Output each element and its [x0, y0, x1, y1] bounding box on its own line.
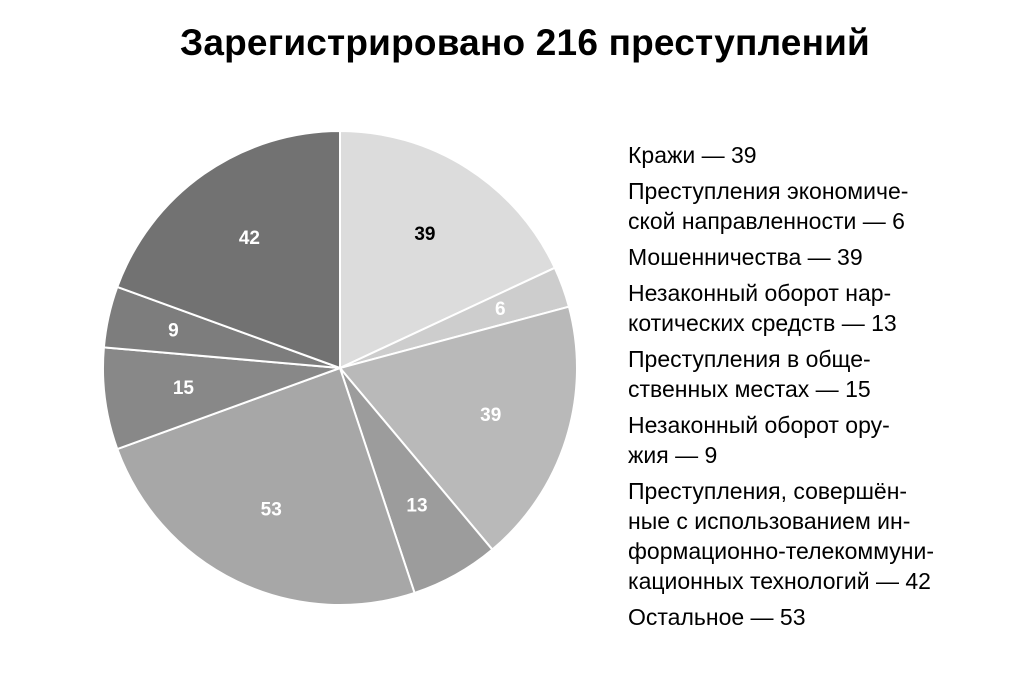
- legend-item: Мошенничества — 39: [628, 242, 1018, 272]
- pie-slice-0: [339, 130, 556, 369]
- legend-item-text: Кражи — 39: [628, 142, 757, 168]
- pie-slices: [102, 130, 578, 607]
- pie-slice-label-3: 13: [406, 496, 427, 517]
- pie-slice-label-4: 53: [261, 500, 282, 521]
- pie-slice-label-6: 9: [168, 321, 179, 342]
- legend-item-text: формационно-телекоммуни-: [628, 538, 934, 564]
- legend-item-text: ные с использованием ин-: [628, 508, 911, 534]
- legend-item: Незаконный оборот нар-котических средств…: [628, 278, 1018, 338]
- legend-item-text: Преступления в обще-: [628, 346, 871, 372]
- pie-slice-label-5: 15: [173, 378, 195, 399]
- legend-item-text: Остальное — 53: [628, 604, 806, 630]
- legend-item-text: Мошенничества — 39: [628, 244, 863, 270]
- pie-slice-label-1: 6: [495, 299, 506, 320]
- legend-item: Кражи — 39: [628, 140, 1018, 170]
- legend-item-text: жия — 9: [628, 442, 718, 468]
- legend-item-text: кационных технологий — 42: [628, 568, 931, 594]
- legend-item-text: котических средств — 13: [628, 310, 897, 336]
- pie-slice-label-2: 39: [480, 405, 501, 426]
- pie-slice-2: [339, 305, 578, 551]
- legend-item: Преступления экономиче-ской направленнос…: [628, 176, 1018, 236]
- legend-item-text: ской направленности — 6: [628, 208, 905, 234]
- legend-item: Преступления, совершён-ные с использован…: [628, 476, 1018, 596]
- legend-item: Незаконный оборот ору-жия — 9: [628, 410, 1018, 470]
- pie-slice-4: [116, 367, 416, 607]
- pie-slice-labels: 39 6 39 13 53 15 9 42: [168, 224, 505, 521]
- chart-title: Зарегистрировано 216 преступлений: [179, 22, 871, 63]
- legend-item: Преступления в обще-ственных местах — 15: [628, 344, 1018, 404]
- legend-item-text: Незаконный оборот нар-: [628, 280, 892, 306]
- legend-item-text: Преступления, совершён-: [628, 478, 908, 504]
- pie-slice-7: [116, 130, 341, 369]
- legend: Кражи — 39 Преступления экономиче-ской на…: [628, 140, 1018, 638]
- legend-item-text: ственных местах — 15: [628, 376, 871, 402]
- pie-slice-label-0: 39: [414, 224, 435, 245]
- legend-item: Остальное — 53: [628, 602, 1018, 632]
- pie-slice-5: [102, 346, 341, 451]
- legend-item-text: Незаконный оборот ору-: [628, 412, 890, 438]
- pie-slice-label-7: 42: [239, 228, 260, 249]
- legend-item-text: Преступления экономиче-: [628, 178, 909, 204]
